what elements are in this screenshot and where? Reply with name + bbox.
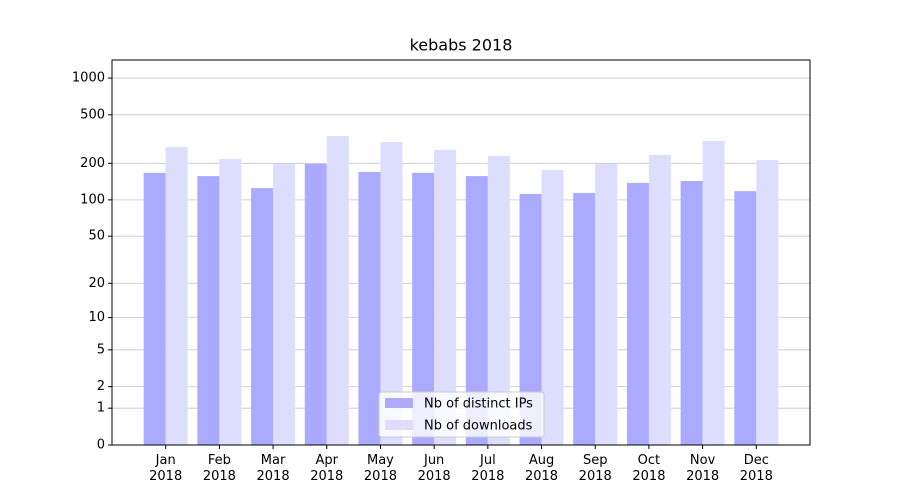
bar xyxy=(434,149,457,446)
x-tick-label: Mar 2018 xyxy=(256,453,290,484)
bar xyxy=(197,176,220,445)
bar xyxy=(519,193,542,445)
legend-swatch xyxy=(385,420,413,430)
bar xyxy=(487,155,510,446)
y-tick-label: 2 xyxy=(97,379,105,394)
x-tick-label: Dec 2018 xyxy=(739,453,773,484)
legend-box xyxy=(378,391,545,438)
y-tick-label: 0 xyxy=(97,438,105,453)
y-tick-label: 50 xyxy=(88,229,105,244)
y-tick-label: 1 xyxy=(97,401,105,416)
x-tick-label: Apr 2018 xyxy=(310,453,344,484)
x-tick-label: Sep 2018 xyxy=(578,453,612,484)
x-tick-label: Feb 2018 xyxy=(202,453,236,484)
bar xyxy=(680,181,703,445)
x-tick-label: Nov 2018 xyxy=(686,453,720,484)
bar xyxy=(358,171,381,446)
x-tick-label: Aug 2018 xyxy=(524,453,559,484)
legend-label: Nb of downloads xyxy=(424,419,533,434)
bar xyxy=(756,159,779,445)
bar xyxy=(273,163,296,445)
bar xyxy=(465,176,488,445)
plot-frame xyxy=(111,59,811,446)
y-tick-label: 10 xyxy=(88,310,105,325)
y-tick-label: 20 xyxy=(88,276,105,291)
bar xyxy=(626,182,649,446)
bar xyxy=(541,170,564,445)
y-tick-label: 100 xyxy=(80,192,105,207)
bar xyxy=(380,142,403,445)
bar xyxy=(165,147,188,446)
bar xyxy=(734,191,757,445)
bar xyxy=(326,136,349,445)
bar xyxy=(304,163,327,445)
x-tick-label: Oct 2018 xyxy=(632,453,666,484)
x-tick-label: Jun 2018 xyxy=(417,453,451,484)
bar xyxy=(573,192,596,445)
y-tick-label: 1000 xyxy=(72,71,105,86)
bar xyxy=(219,159,242,445)
bar xyxy=(251,188,274,445)
bar xyxy=(143,172,166,445)
y-tick-label: 500 xyxy=(80,107,105,122)
bar xyxy=(648,155,671,446)
legend-label: Nb of distinct IPs xyxy=(424,397,533,412)
bar xyxy=(412,172,435,445)
chart-title: kebabs 2018 xyxy=(410,36,513,55)
legend-swatch xyxy=(385,398,413,408)
x-tick-label: Jul 2018 xyxy=(471,453,505,484)
bar xyxy=(595,163,618,445)
bar xyxy=(702,140,725,445)
x-tick-label: May 2018 xyxy=(363,453,397,484)
y-tick-label: 5 xyxy=(97,342,105,357)
y-tick-label: 200 xyxy=(80,156,105,171)
x-tick-label: Jan 2018 xyxy=(149,453,183,484)
